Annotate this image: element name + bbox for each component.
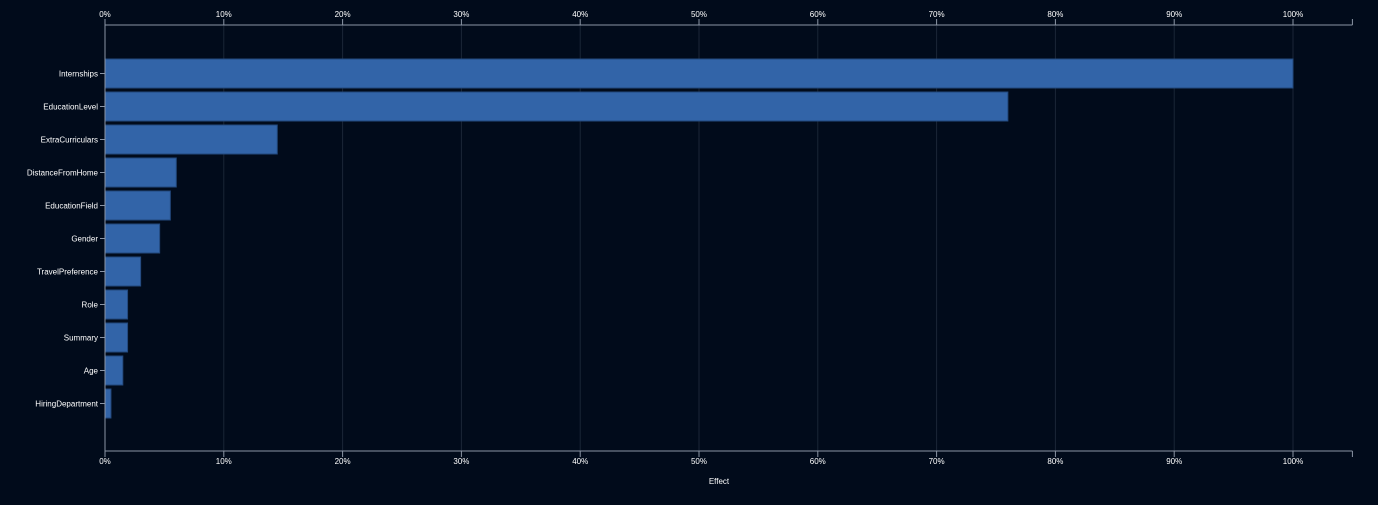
- grid-layer: [223, 25, 1294, 451]
- x-tick-label-bottom-7: 70%: [929, 457, 945, 466]
- x-tick-label-top-6: 60%: [810, 10, 826, 19]
- x-tick-label-top-5: 50%: [691, 10, 707, 19]
- x-tick-label-top-7: 70%: [929, 10, 945, 19]
- x-tick-label-top-0: 0%: [99, 10, 111, 19]
- x-tick-label-top-9: 90%: [1166, 10, 1182, 19]
- y-tick-label-gender: Gender: [71, 235, 98, 244]
- x-tick-label-top-2: 20%: [335, 10, 351, 19]
- bar-hiringdepartment: [104, 388, 112, 419]
- bar-extracurriculars: [104, 124, 278, 155]
- x-tick-label-top-8: 80%: [1047, 10, 1063, 19]
- x-tick-label-bottom-1: 10%: [216, 457, 232, 466]
- x-tick-label-bottom-4: 40%: [572, 457, 588, 466]
- y-tick-label-educationfield: EducationField: [45, 202, 98, 211]
- x-tick-label-bottom-0: 0%: [99, 457, 111, 466]
- y-tick-label-summary: Summary: [64, 334, 98, 343]
- x-tick-label-bottom-6: 60%: [810, 457, 826, 466]
- y-tick-label-distancefromhome: DistanceFromHome: [27, 169, 99, 178]
- y-tick-label-age: Age: [84, 367, 99, 376]
- bar-age: [104, 355, 124, 386]
- y-tick-label-internships: Internships: [59, 70, 98, 79]
- x-tick-label-top-1: 10%: [216, 10, 232, 19]
- x-tick-label-bottom-2: 20%: [335, 457, 351, 466]
- x-tick-label-bottom-5: 50%: [691, 457, 707, 466]
- x-tick-label-top-4: 40%: [572, 10, 588, 19]
- bar-educationfield: [104, 190, 171, 221]
- bar-layer: [104, 58, 1294, 419]
- bar-role: [104, 289, 129, 320]
- y-tick-label-educationlevel: EducationLevel: [43, 103, 98, 112]
- x-tick-label-top-3: 30%: [453, 10, 469, 19]
- axis-layer: 0% 0% 10% 10% 20% 20% 30% 30% 40% 40% 50% 50% 60% 60%…: [27, 10, 1353, 466]
- x-tick-label-bottom-3: 30%: [453, 457, 469, 466]
- x-tick-label-bottom-9: 90%: [1166, 457, 1182, 466]
- bar-gender: [104, 223, 161, 254]
- y-tick-label-role: Role: [82, 301, 99, 310]
- x-axis-title: Effect: [709, 477, 730, 486]
- x-tick-label-bottom-8: 80%: [1047, 457, 1063, 466]
- bar-internships: [104, 58, 1294, 89]
- bar-distancefromhome: [104, 157, 177, 188]
- x-tick-label-top-10: 100%: [1283, 10, 1303, 19]
- bar-travelpreference: [104, 256, 142, 287]
- y-tick-label-hiringdepartment: HiringDepartment: [35, 400, 98, 409]
- x-tick-label-bottom-10: 100%: [1283, 457, 1303, 466]
- y-tick-label-travelpreference: TravelPreference: [37, 268, 99, 277]
- bar-summary: [104, 322, 129, 353]
- y-tick-label-extracurriculars: ExtraCurriculars: [41, 136, 98, 145]
- bar-educationlevel: [104, 91, 1009, 122]
